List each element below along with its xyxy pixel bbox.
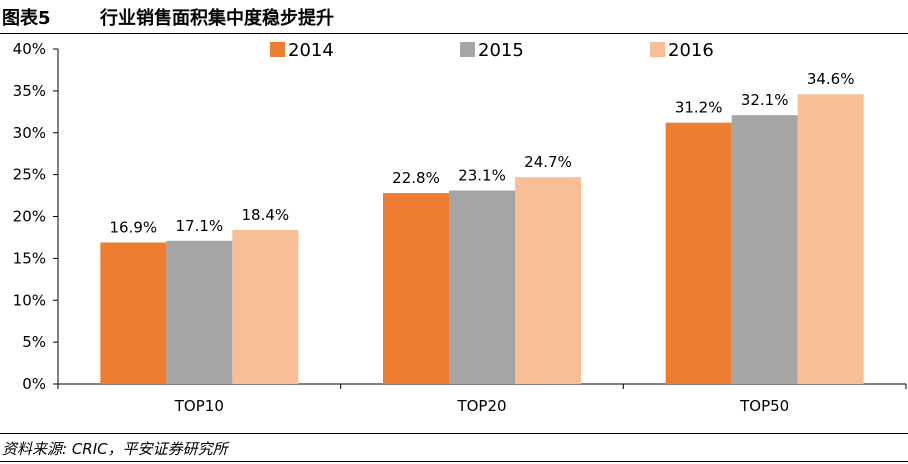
legend-label-2016: 2016: [668, 40, 714, 61]
y-tick-label: 35%: [13, 82, 46, 100]
bar-chart: 0% 5% 10% 15% 20% 25% 30% 35% 40% 16.9% 17.1% 18.4%…: [13, 40, 907, 415]
data-label: 34.6%: [807, 70, 855, 88]
legend-label-2014: 2014: [288, 40, 334, 61]
y-tick-label: 10%: [13, 291, 46, 309]
legend-swatch-2014: [270, 42, 285, 57]
source-note: 资料来源: CRIC，平安证券研究所: [2, 440, 228, 458]
y-tick-label: 15%: [13, 249, 46, 267]
bar-2014-top20: [383, 193, 449, 384]
data-label: 24.7%: [524, 153, 572, 171]
data-label: 31.2%: [675, 99, 723, 117]
bar-2016-top10: [232, 229, 299, 384]
data-label: 17.1%: [176, 217, 224, 235]
figure-footer: 资料来源: CRIC，平安证券研究所: [0, 433, 908, 462]
data-label: 23.1%: [458, 167, 506, 185]
bar-2015-top20: [449, 190, 515, 384]
figure-label: 图表5: [2, 8, 51, 29]
y-tick-label: 20%: [13, 208, 46, 226]
bar-2016-top20: [515, 177, 581, 384]
legend-swatch-2015: [460, 42, 475, 57]
x-category-label: TOP50: [739, 397, 789, 415]
y-tick-label: 40%: [13, 40, 46, 58]
figure-header: 图表5 行业销售面积集中度稳步提升: [0, 0, 908, 34]
data-label: 22.8%: [392, 169, 440, 187]
legend-swatch-2016: [650, 42, 665, 57]
x-category-label: TOP20: [456, 397, 506, 415]
y-tick-label: 30%: [13, 124, 46, 142]
x-category-label: TOP10: [174, 397, 224, 415]
data-label: 32.1%: [741, 91, 789, 109]
legend-label-2015: 2015: [478, 40, 524, 61]
bar-2014-top50: [665, 122, 732, 384]
bar-2014-top10: [100, 242, 167, 384]
data-label: 16.9%: [110, 218, 158, 236]
y-tick-label: 5%: [22, 333, 46, 351]
data-label: 18.4%: [242, 206, 290, 224]
figure-title: 行业销售面积集中度稳步提升: [100, 8, 334, 29]
y-tick-label: 0%: [22, 375, 46, 393]
y-tick-label: 25%: [13, 166, 46, 184]
bar-2015-top10: [166, 240, 233, 384]
bar-2015-top50: [731, 115, 798, 384]
bar-2016-top50: [797, 94, 864, 384]
